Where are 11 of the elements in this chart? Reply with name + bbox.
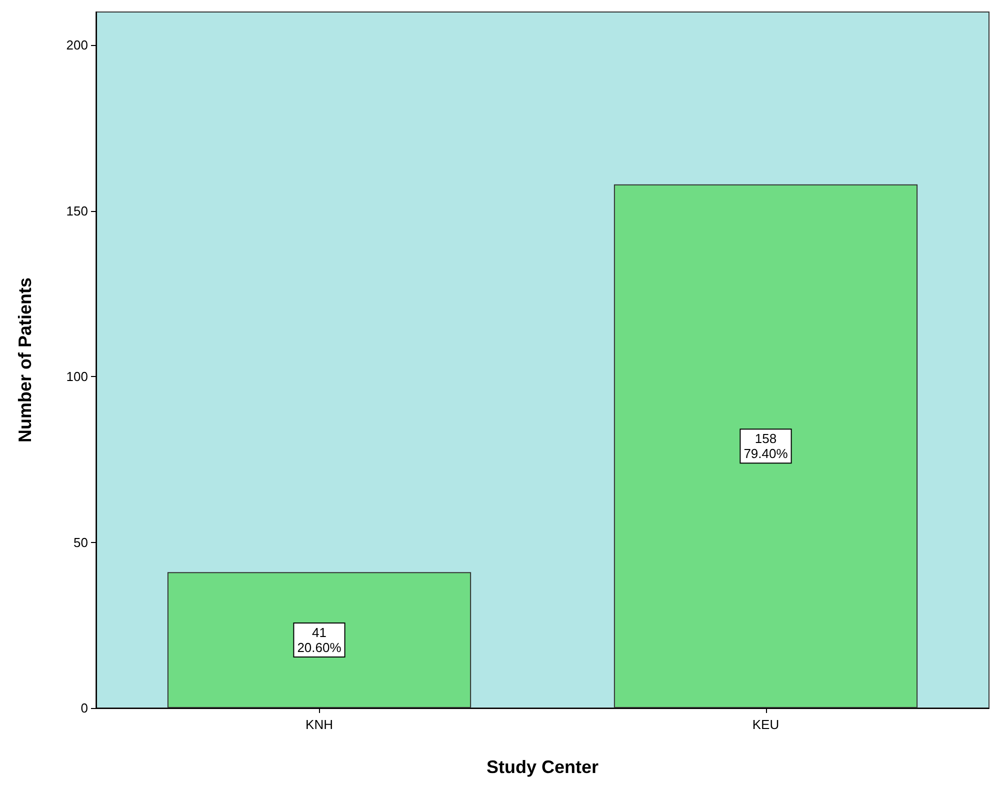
x-axis-title: Study Center: [486, 757, 599, 777]
data-label: 41 20.60%: [297, 625, 342, 656]
y-tick-label: 50: [74, 534, 88, 550]
x-tick-label: KNH: [306, 717, 333, 732]
y-tick-label: 0: [80, 700, 88, 716]
y-axis-title: Number of Patients: [15, 277, 35, 443]
data-label: 158 79.40%: [744, 431, 788, 462]
y-tick-label: 100: [66, 369, 88, 384]
x-tick-label: KEU: [752, 717, 780, 732]
y-tick-label: 150: [66, 203, 88, 218]
y-tick-label: 200: [66, 38, 88, 53]
